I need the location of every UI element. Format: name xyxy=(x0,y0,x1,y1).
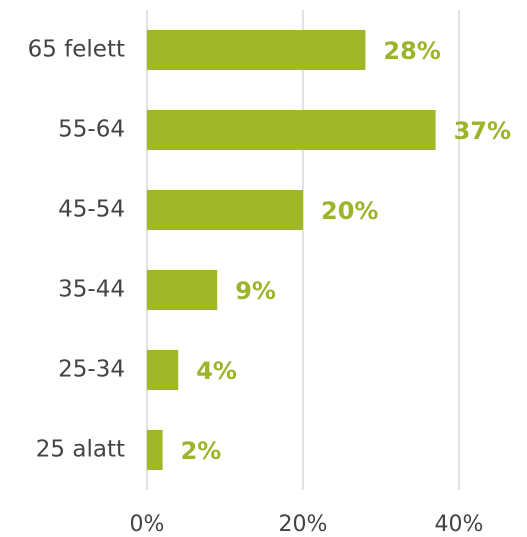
x-tick-label: 0% xyxy=(130,512,165,537)
bar xyxy=(147,350,179,390)
value-label: 37% xyxy=(454,117,511,145)
value-label: 9% xyxy=(235,277,276,305)
x-tick-label: 20% xyxy=(279,512,328,537)
value-label: 28% xyxy=(383,37,440,65)
value-label: 4% xyxy=(196,357,237,385)
x-tick-label: 40% xyxy=(435,512,484,537)
y-tick-label: 45-54 xyxy=(58,197,125,223)
y-tick-label: 65 felett xyxy=(28,37,125,63)
bar xyxy=(147,430,163,470)
value-label: 20% xyxy=(321,197,378,225)
y-tick-label: 25 alatt xyxy=(36,437,125,463)
bar xyxy=(147,30,366,70)
value-label: 2% xyxy=(181,437,222,465)
bar xyxy=(147,110,436,150)
y-tick-label: 55-64 xyxy=(58,117,125,143)
bar xyxy=(147,190,303,230)
y-tick-label: 35-44 xyxy=(58,277,125,303)
bar xyxy=(147,270,218,310)
y-tick-label: 25-34 xyxy=(58,357,125,383)
